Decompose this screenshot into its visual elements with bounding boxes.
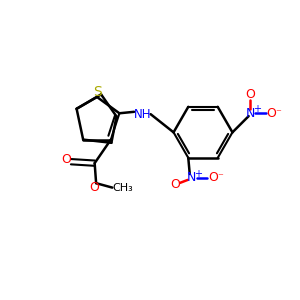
Text: +: + xyxy=(194,169,202,179)
Text: ⁻: ⁻ xyxy=(276,108,282,118)
Text: CH₃: CH₃ xyxy=(112,183,133,193)
Text: O: O xyxy=(208,171,218,184)
Text: NH: NH xyxy=(134,108,151,121)
Text: ⁻: ⁻ xyxy=(217,172,223,183)
Text: O: O xyxy=(245,88,255,101)
Text: O: O xyxy=(90,181,100,194)
Text: +: + xyxy=(253,104,261,114)
Text: O: O xyxy=(267,107,277,120)
Text: N: N xyxy=(187,171,196,184)
Text: S: S xyxy=(93,85,101,99)
Text: O: O xyxy=(170,178,180,191)
Text: N: N xyxy=(245,107,255,120)
Text: O: O xyxy=(61,153,71,166)
